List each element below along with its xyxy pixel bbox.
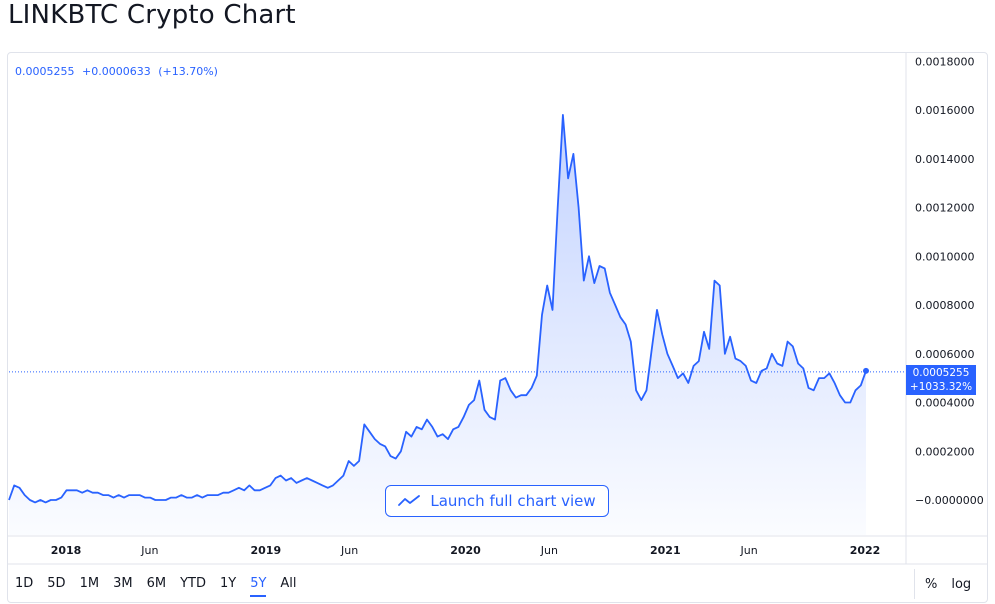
range-button-1m[interactable]: 1M [79,576,100,591]
x-tick-label: Jun [340,544,358,557]
scale-toolbar: % log [914,569,985,599]
range-button-1y[interactable]: 1Y [219,576,237,591]
legend-change: +0.0000633 [82,65,151,78]
y-tick-label: −0.0000000 [915,494,984,507]
y-tick-label: 0.0004000 [915,397,975,410]
last-price-value: 0.0005255 [912,366,970,379]
legend-price: 0.0005255 [15,65,75,78]
price-area-fill [9,114,866,536]
x-tick-label: 2018 [51,544,82,557]
chart-frame [7,52,988,603]
y-tick-label: 0.0018000 [915,55,975,68]
launch-full-chart-label: Launch full chart view [430,492,596,510]
range-button-6m[interactable]: 6M [146,576,167,591]
x-tick-label: Jun [540,544,558,557]
y-tick-label: 0.0008000 [915,299,975,312]
range-button-1d[interactable]: 1D [15,576,34,591]
y-tick-label: 0.0010000 [915,250,975,263]
last-price-dot [863,367,869,374]
range-toolbar: 1D 5D 1M 3M 6M YTD 1Y 5Y All [8,569,304,599]
y-tick-label: 0.0016000 [915,104,975,117]
x-tick-label: Jun [740,544,758,557]
last-price-tag: 0.0005255 +1033.32% [906,364,976,395]
x-tick-label: Jun [140,544,158,557]
log-scale-button[interactable]: log [951,576,972,592]
x-tick-label: 2021 [650,544,681,557]
range-button-3m[interactable]: 3M [113,576,133,591]
trend-line-icon [398,495,421,506]
x-tick-label: 2019 [250,544,281,557]
range-button-all[interactable]: All [280,576,297,591]
y-tick-label: 0.0002000 [915,445,975,458]
last-price-pct: +1033.32% [909,380,973,393]
legend-change-pct: (+13.70%) [158,65,218,78]
y-tick-label: 0.0006000 [915,348,975,361]
x-tick-label: 2020 [450,544,481,557]
percent-scale-button[interactable]: % [925,576,938,592]
range-button-5d[interactable]: 5D [47,576,66,591]
price-line-series [8,114,867,504]
page-title: LINKBTC Crypto Chart [8,0,296,30]
launch-full-chart-button[interactable]: Launch full chart view [385,485,609,517]
y-tick-label: 0.0012000 [915,202,975,215]
range-button-ytd[interactable]: YTD [180,576,206,591]
range-button-5y[interactable]: 5Y [243,571,273,597]
x-tick-label: 2022 [850,544,881,557]
price-legend: 0.0005255 +0.0000633 (+13.70%) [15,65,222,78]
y-tick-label: 0.0014000 [915,153,975,166]
